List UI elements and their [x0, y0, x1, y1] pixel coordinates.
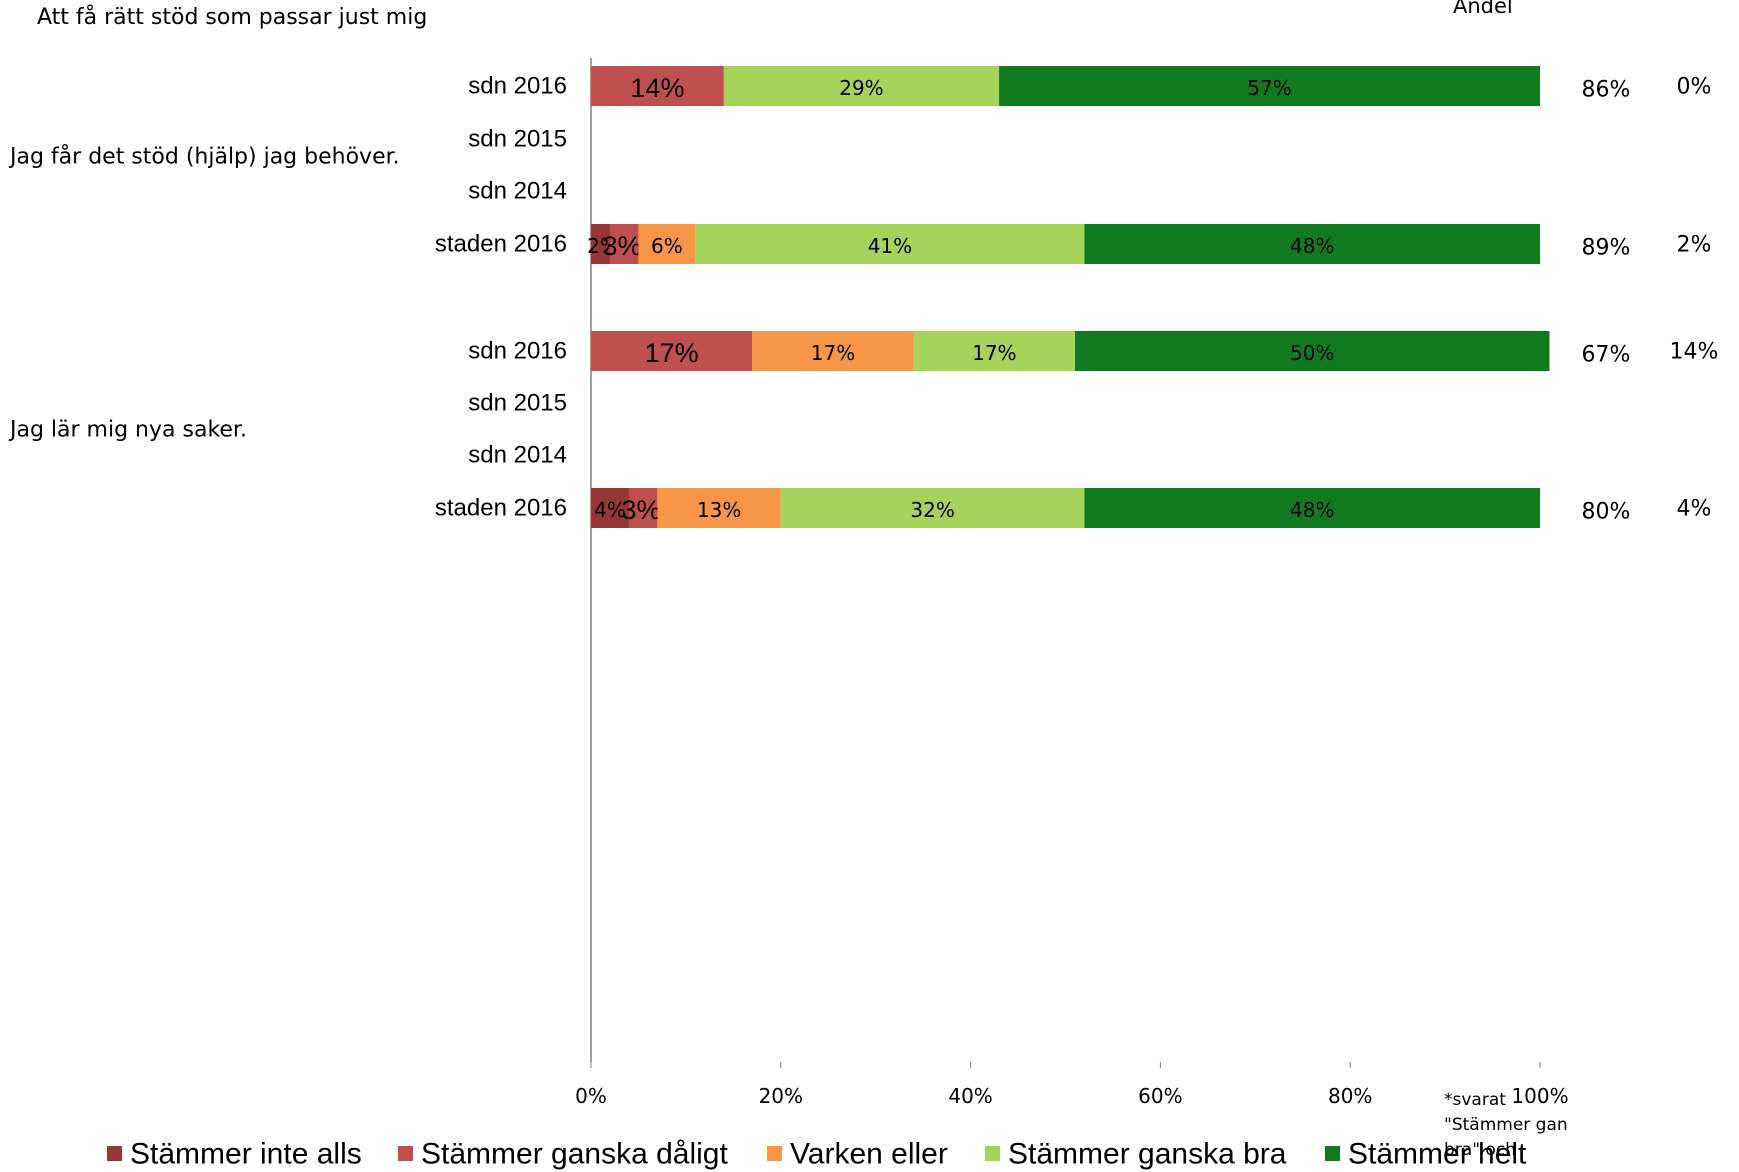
legend-label: Stämmer helt — [1348, 1138, 1527, 1171]
bar-segment — [1084, 224, 1540, 264]
category-label: sdn 2015 — [468, 126, 567, 153]
footnote-line-1: *svarat — [1444, 1090, 1506, 1110]
data-label: 50% — [1290, 341, 1334, 365]
bar-segment — [780, 488, 1085, 528]
data-label: 57% — [1247, 76, 1291, 100]
bar-segment — [591, 488, 629, 528]
bar-segment — [999, 66, 1540, 106]
data-label: 41% — [868, 234, 912, 258]
share-value: 67% — [1582, 343, 1631, 368]
data-label: 17% — [645, 338, 699, 368]
bar-segment — [638, 224, 696, 264]
legend-label: Varken eller — [790, 1138, 948, 1171]
bar-segment — [657, 488, 781, 528]
legend-swatch — [1325, 1146, 1340, 1161]
legend-label: Stämmer ganska bra — [1008, 1138, 1287, 1171]
share-value: 86% — [1582, 78, 1631, 103]
data-label: 29% — [839, 76, 883, 100]
other-value: 0% — [1677, 75, 1712, 100]
andel-label: Andel — [1453, 0, 1513, 18]
other-value: 2% — [1677, 233, 1712, 258]
data-label: 17% — [972, 341, 1016, 365]
legend-swatch — [398, 1146, 413, 1161]
other-value: 14% — [1670, 340, 1719, 365]
legend-label: Stämmer inte alls — [130, 1138, 362, 1171]
bar-segment — [913, 331, 1075, 371]
page-title: Att få rätt stöd som passar just mig — [37, 5, 428, 30]
category-label: sdn 2016 — [468, 73, 567, 100]
share-value: 89% — [1582, 236, 1631, 261]
footnote-line-2: "Stämmer gan — [1444, 1115, 1568, 1135]
data-label: 4% — [594, 498, 626, 522]
data-label: 48% — [1290, 234, 1334, 258]
data-label: 48% — [1290, 498, 1334, 522]
data-label: 32% — [910, 498, 954, 522]
legend-swatch — [107, 1146, 122, 1161]
x-tick-label: 20% — [759, 1084, 803, 1108]
category-label: sdn 2014 — [468, 442, 567, 469]
data-label: 14% — [630, 73, 684, 103]
share-value: 80% — [1582, 500, 1631, 525]
group-label: Jag lär mig nya saker. — [8, 418, 247, 443]
legend-swatch — [767, 1146, 782, 1161]
data-label: 17% — [811, 341, 855, 365]
category-label: staden 2016 — [435, 231, 567, 258]
data-label: 13% — [697, 498, 741, 522]
data-label: 3% — [602, 231, 641, 261]
legend-label: Stämmer ganska dåligt — [421, 1138, 728, 1171]
x-tick-label: 100% — [1511, 1084, 1568, 1108]
category-label: sdn 2016 — [468, 338, 567, 365]
footnote: *svarat "Stämmer gan bra" och — [1444, 1088, 1568, 1163]
bar-segment — [591, 224, 610, 264]
x-tick-label: 40% — [948, 1084, 992, 1108]
x-tick-label: 60% — [1138, 1084, 1182, 1108]
bar-segment — [591, 66, 724, 106]
footnote-line-3: bra" och — [1444, 1140, 1516, 1160]
data-label: 6% — [651, 234, 683, 258]
category-label: sdn 2014 — [468, 178, 567, 205]
other-value: 4% — [1677, 497, 1712, 522]
group-label: Jag får det stöd (hjälp) jag behöver. — [8, 144, 400, 170]
bar-segment — [695, 224, 1085, 264]
category-label: staden 2016 — [435, 495, 567, 522]
category-label: sdn 2015 — [468, 390, 567, 417]
bar-segment — [723, 66, 1000, 106]
bar-segment — [609, 224, 639, 264]
legend-swatch — [985, 1146, 1000, 1161]
bar-segment — [1084, 488, 1540, 528]
bar-segment — [752, 331, 914, 371]
bar-segment — [591, 331, 753, 371]
data-label: 3% — [621, 495, 660, 525]
x-tick-label: 80% — [1328, 1084, 1372, 1108]
bar-segment — [1074, 331, 1550, 371]
x-tick-label: 0% — [575, 1084, 607, 1108]
bar-segment — [628, 488, 658, 528]
